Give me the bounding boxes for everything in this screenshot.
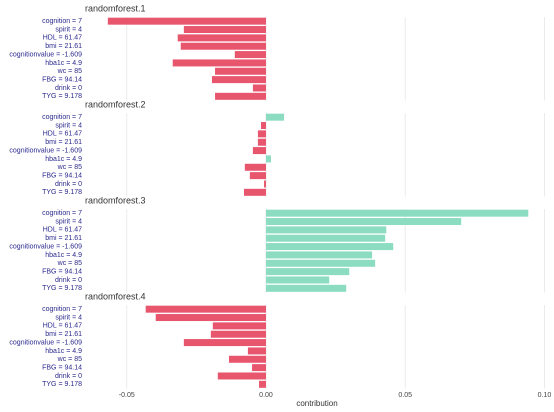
x-tick-label: 0.10 [538, 392, 552, 399]
bar [265, 276, 330, 284]
bar [107, 17, 266, 25]
bar [249, 172, 266, 180]
bar [265, 218, 462, 226]
category-label: cognitionvalue = -1.609 [9, 51, 82, 58]
category-label: bmi = 21.61 [45, 43, 82, 50]
category-label: FBG = 94.14 [42, 76, 82, 83]
x-tick-label: 0.00 [259, 392, 273, 399]
bar [265, 268, 350, 276]
bar [211, 76, 266, 84]
panel-title: randomforest.3 [85, 195, 146, 205]
bar [243, 188, 266, 196]
category-label: hba1c = 4.9 [45, 252, 82, 259]
bar [145, 305, 266, 313]
category-label: wc = 85 [57, 68, 82, 75]
category-label: hba1c = 4.9 [45, 156, 82, 163]
bar [247, 347, 266, 355]
bar [265, 259, 376, 267]
panel-title: randomforest.4 [85, 291, 146, 301]
bar [212, 322, 266, 330]
bar [177, 34, 266, 42]
category-label: wc = 85 [57, 164, 82, 171]
category-label: FBG = 94.14 [42, 268, 82, 275]
category-label: cognitionvalue = -1.609 [9, 243, 82, 250]
bar [244, 163, 266, 171]
category-label: HDL = 61.47 [43, 227, 82, 234]
category-label: spirit = 4 [55, 314, 82, 321]
bar [265, 113, 285, 121]
category-label: cognitionvalue = -1.609 [9, 147, 82, 154]
panel-title: randomforest.1 [85, 3, 146, 13]
bar [260, 122, 266, 130]
category-label: drink = 0 [55, 373, 82, 380]
category-label: cognition = 7 [42, 18, 82, 25]
category-label: FBG = 94.14 [42, 172, 82, 179]
category-label: drink = 0 [55, 181, 82, 188]
category-label: bmi = 21.61 [45, 331, 82, 338]
category-label: spirit = 4 [55, 218, 82, 225]
category-label: cognitionvalue = -1.609 [9, 339, 82, 346]
category-label: spirit = 4 [55, 122, 82, 129]
bar [183, 26, 266, 34]
category-label: HDL = 61.47 [43, 35, 82, 42]
bar [183, 339, 266, 347]
category-label: HDL = 61.47 [43, 131, 82, 138]
bar [252, 364, 266, 372]
bar [265, 209, 529, 217]
category-label: TYG = 9.178 [42, 381, 82, 388]
x-tick-label: -0.05 [119, 392, 135, 399]
bar [265, 243, 394, 251]
bar [265, 234, 386, 242]
category-label: wc = 85 [57, 356, 82, 363]
bar [215, 92, 266, 100]
bar [257, 138, 266, 146]
bar [210, 330, 266, 338]
bar [265, 155, 271, 163]
category-label: hba1c = 4.9 [45, 60, 82, 67]
bar [265, 226, 387, 234]
bar [234, 51, 266, 59]
bar [215, 67, 266, 75]
category-label: cognition = 7 [42, 210, 82, 217]
category-label: TYG = 9.178 [42, 285, 82, 292]
bar [172, 59, 266, 67]
category-label: hba1c = 4.9 [45, 348, 82, 355]
category-label: drink = 0 [55, 85, 82, 92]
x-tick-label: 0.05 [398, 392, 412, 399]
category-label: TYG = 9.178 [42, 93, 82, 100]
category-label: wc = 85 [57, 260, 82, 267]
panel-title: randomforest.2 [85, 99, 146, 109]
category-label: cognition = 7 [42, 114, 82, 121]
x-axis-label: contribution [296, 399, 337, 408]
bar [180, 42, 266, 50]
bar [257, 130, 266, 138]
category-label: bmi = 21.61 [45, 235, 82, 242]
category-label: HDL = 61.47 [43, 323, 82, 330]
bar [155, 314, 266, 322]
bar [265, 251, 373, 259]
category-label: FBG = 94.14 [42, 364, 82, 371]
bar [252, 84, 266, 92]
bar [259, 380, 266, 388]
category-label: TYG = 9.178 [42, 189, 82, 196]
bar [252, 147, 266, 155]
bar [217, 372, 266, 380]
category-label: drink = 0 [55, 277, 82, 284]
category-label: cognition = 7 [42, 306, 82, 313]
bar [265, 284, 347, 292]
bar [264, 180, 266, 188]
category-label: spirit = 4 [55, 26, 82, 33]
bar [228, 355, 266, 363]
category-label: bmi = 21.61 [45, 139, 82, 146]
